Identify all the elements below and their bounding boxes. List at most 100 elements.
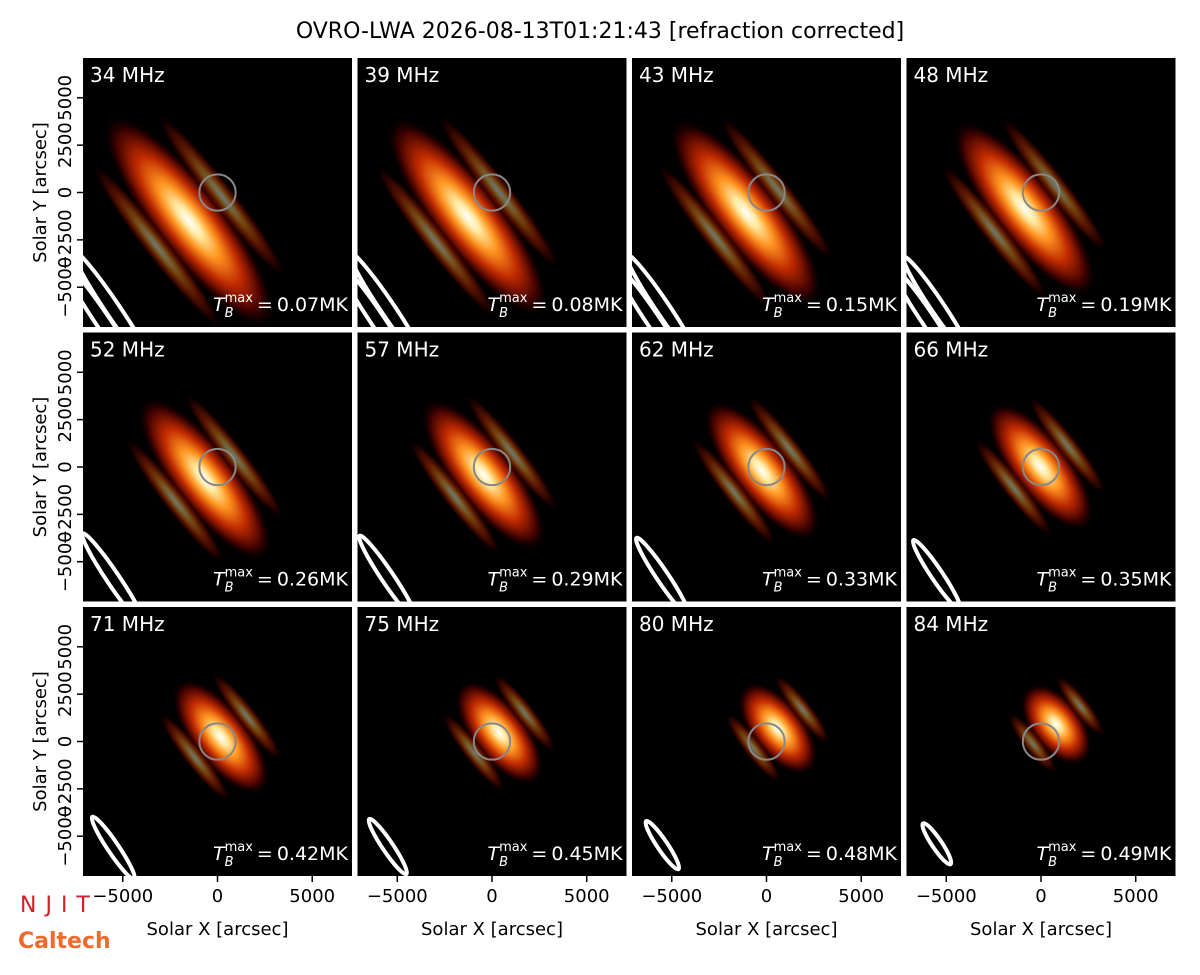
emission-stripe (774, 674, 831, 745)
emission-stripe (973, 437, 1053, 538)
frequency-label: 57 MHz (365, 338, 440, 362)
tb-relation: = (806, 569, 822, 591)
solar-disk (747, 447, 786, 487)
tb-superscript: max (499, 566, 528, 581)
tb-symbol: T (213, 294, 226, 316)
tmax-label: TBmax = 0.26MK (213, 566, 348, 596)
x-tick-label: −5000 (367, 886, 428, 907)
emission-stripe (158, 712, 231, 803)
tb-relation: = (806, 294, 822, 316)
emission-stripe (90, 162, 223, 327)
x-tick-label: −5000 (92, 886, 153, 907)
panel: 39 MHz TBmax = 0.08MK (357, 58, 627, 327)
y-tick-label: −5000 (55, 806, 76, 867)
tmax-label: TBmax = 0.33MK (762, 566, 897, 596)
x-tick-label: 5000 (564, 886, 610, 907)
y-tick-label: 5000 (55, 624, 76, 670)
frequency-label: 34 MHz (90, 63, 165, 87)
tb-subscript: B (774, 855, 783, 870)
emission (952, 119, 1097, 298)
tb-superscript: max (225, 840, 254, 855)
tmax-label: TBmax = 0.07MK (213, 291, 348, 321)
tb-subscript: B (1048, 306, 1057, 321)
emission-stripe (1055, 675, 1105, 737)
tb-subscript: B (225, 306, 234, 321)
emission (986, 402, 1095, 531)
panel: 84 MHz TBmax = 0.49MK (906, 607, 1176, 876)
tb-subscript: B (499, 855, 508, 870)
emission (385, 116, 550, 318)
tmax-value: 0.35MK (1100, 569, 1172, 591)
tb-subscript: B (499, 306, 508, 321)
tb-subscript: B (1048, 581, 1057, 596)
y-tick-label: −5000 (55, 257, 76, 318)
x-tick-label: 0 (1035, 886, 1046, 907)
y-axis-label: Solar Y [arcsec] (30, 122, 51, 263)
beam (83, 531, 147, 602)
emission-stripe (436, 113, 562, 272)
beam (643, 819, 682, 872)
emission (420, 398, 547, 552)
emission (703, 400, 821, 542)
frequency-label: 62 MHz (639, 338, 714, 362)
emission-stripe (1027, 395, 1107, 496)
emission-stripe (656, 162, 774, 311)
emission-stripe (464, 393, 559, 513)
x-tick-label: 5000 (1113, 886, 1159, 907)
tb-superscript: max (1048, 566, 1077, 581)
emission (454, 680, 544, 786)
tb-subscript: B (225, 855, 234, 870)
panel: 52 MHz TBmax = 0.26MK (83, 332, 352, 602)
beam (910, 537, 963, 602)
frequency-label: 43 MHz (639, 63, 714, 87)
panel: 71 MHz TBmax = 0.42MK (83, 607, 352, 876)
solar-disk (198, 173, 237, 212)
beam (83, 260, 147, 327)
solar-disk (472, 173, 512, 212)
tmax-label: TBmax = 0.19MK (1037, 291, 1172, 321)
solar-disk (198, 722, 237, 761)
emission (669, 117, 823, 308)
tb-relation: = (1080, 294, 1096, 316)
panel: 43 MHz TBmax = 0.15MK (632, 58, 901, 327)
y-tick-label: 5000 (55, 349, 76, 395)
tb-symbol: T (488, 843, 501, 865)
tb-symbol: T (488, 569, 501, 591)
tb-relation: = (257, 294, 273, 316)
frequency-label: 66 MHz (914, 338, 989, 362)
emission-stripe (724, 712, 782, 783)
emission-stripe (1007, 712, 1057, 774)
x-tick-label: 5000 (838, 886, 884, 907)
emission (102, 114, 276, 327)
y-tick-label: 0 (55, 736, 76, 747)
y-tick-label: −2500 (55, 484, 76, 545)
beam (634, 535, 691, 602)
solar-disk (198, 447, 237, 487)
panel: 34 MHz TBmax = 0.07MK (83, 58, 352, 327)
beam (632, 264, 691, 327)
tmax-label: TBmax = 0.42MK (213, 840, 348, 870)
tb-symbol: T (1037, 843, 1050, 865)
tb-relation: = (806, 843, 822, 865)
frequency-label: 80 MHz (639, 612, 714, 636)
emission-stripe (211, 671, 283, 762)
y-tick-label: 0 (55, 461, 76, 472)
tb-superscript: max (774, 566, 803, 581)
x-tick-label: 0 (212, 886, 223, 907)
tb-relation: = (257, 843, 273, 865)
tmax-label: TBmax = 0.49MK (1037, 840, 1172, 870)
tb-subscript: B (225, 581, 234, 596)
solar-disk (1021, 722, 1061, 761)
y-tick-label: −5000 (55, 531, 76, 592)
beam (357, 262, 419, 327)
beam (366, 816, 409, 876)
tb-relation: = (257, 569, 273, 591)
y-tick-label: 2500 (55, 122, 76, 168)
tmax-label: TBmax = 0.29MK (488, 566, 623, 596)
tmax-label: TBmax = 0.08MK (488, 291, 623, 321)
caltech-logo: Caltech (18, 929, 111, 954)
emission-stripe (124, 437, 227, 567)
y-axis-label: Solar Y [arcsec] (30, 397, 51, 538)
x-axis-label: Solar X [arcsec] (970, 919, 1112, 940)
